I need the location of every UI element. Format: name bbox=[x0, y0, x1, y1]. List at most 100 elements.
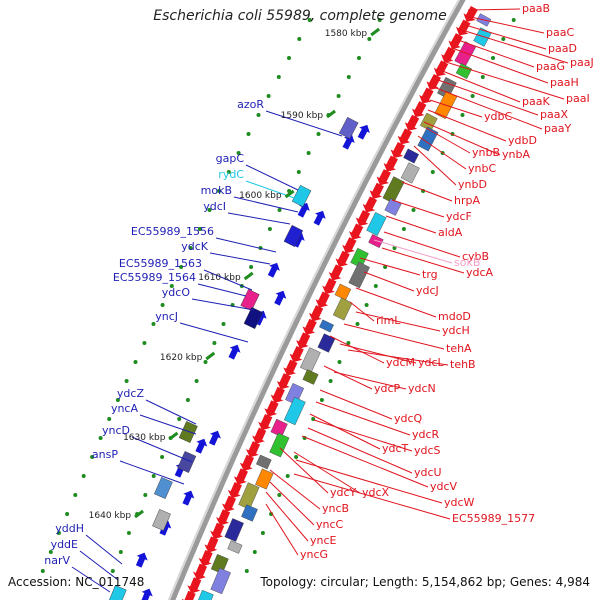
tick-dot bbox=[197, 227, 202, 231]
tick-dot bbox=[276, 75, 281, 79]
tick-dot bbox=[430, 170, 435, 174]
leader-line bbox=[119, 460, 185, 485]
gene-label-ydcj: ydcJ bbox=[416, 284, 439, 297]
forward-gene-arrow bbox=[198, 549, 213, 567]
gene-label-ydcw: ydcW bbox=[444, 496, 475, 509]
reverse-feature-block bbox=[291, 184, 312, 208]
leader-line bbox=[461, 29, 569, 64]
feature-block bbox=[283, 396, 306, 426]
gene-label-ydcm: ydcM bbox=[386, 356, 415, 369]
feature-block bbox=[400, 162, 420, 184]
tick-dot bbox=[377, 18, 382, 22]
tick-dot bbox=[277, 493, 282, 497]
forward-gene-arrow bbox=[252, 427, 267, 444]
leader-line bbox=[131, 436, 193, 463]
leader-line bbox=[401, 181, 453, 202]
forward-gene-arrow bbox=[376, 169, 391, 186]
tick-dot bbox=[160, 455, 165, 459]
reverse-gene-arrow bbox=[297, 202, 310, 218]
leader-line bbox=[429, 99, 483, 118]
tick-dot bbox=[56, 531, 61, 535]
tick-dot bbox=[297, 37, 302, 41]
leader-line bbox=[413, 145, 457, 186]
gene-labels: azoR gapC rydC mokB ydcI EC55989_1556 ydcK EC55… bbox=[44, 2, 593, 567]
tick-dot bbox=[185, 398, 190, 402]
leader-line bbox=[355, 311, 441, 332]
leader-line bbox=[355, 287, 437, 318]
tick-dot bbox=[207, 208, 212, 212]
gene-label-ydcr: ydcR bbox=[412, 428, 440, 441]
forward-gene-arrow bbox=[283, 359, 298, 376]
gene-label-ynbb: ynbB bbox=[472, 146, 500, 159]
gene-label-narv: narV bbox=[44, 554, 70, 567]
forward-gene-arrow bbox=[404, 114, 420, 131]
kbp-tick bbox=[284, 189, 295, 199]
gene-label-tehb: tehB bbox=[450, 358, 476, 371]
tick-dot bbox=[373, 284, 378, 288]
leader-line bbox=[233, 196, 299, 213]
leader-line bbox=[343, 323, 445, 350]
tick-dot bbox=[48, 550, 53, 554]
leader-line bbox=[209, 252, 271, 265]
tick-dot bbox=[267, 227, 272, 231]
reverse-gene-arrow bbox=[342, 134, 355, 150]
leader-line bbox=[363, 271, 415, 292]
feature-block bbox=[417, 126, 439, 152]
gene-label-ynba: ynbA bbox=[502, 148, 530, 161]
gene-label-hrpa: hrpA bbox=[454, 194, 480, 207]
leader-line bbox=[203, 269, 253, 291]
leader-line bbox=[359, 257, 421, 276]
gene-label-ydcq: ydcQ bbox=[394, 412, 423, 425]
gene-label-ansp: ansP bbox=[92, 448, 118, 461]
forward-gene-arrow bbox=[328, 264, 344, 281]
gene-label-mdod: mdoD bbox=[438, 310, 471, 323]
tick-dot bbox=[307, 18, 312, 22]
tick-dot bbox=[236, 151, 241, 155]
feature-block bbox=[319, 319, 334, 333]
leader-line bbox=[245, 164, 299, 191]
feature-block bbox=[350, 247, 369, 269]
tick-dot bbox=[346, 341, 351, 345]
gene-label-azor: azoR bbox=[237, 98, 264, 111]
gene-label-rydc: rydC bbox=[218, 168, 244, 181]
tick-dot bbox=[98, 436, 103, 440]
feature-block bbox=[366, 212, 387, 236]
kbp-tick bbox=[205, 351, 216, 361]
tick-dot bbox=[260, 531, 265, 535]
tick-dot bbox=[249, 265, 254, 269]
reverse-gene-arrow bbox=[228, 344, 241, 360]
kbp-tick bbox=[168, 431, 179, 441]
forward-gene-arrow bbox=[302, 318, 317, 335]
forward-gene-arrow bbox=[227, 481, 242, 499]
tick-dot bbox=[73, 493, 78, 497]
tick-dot bbox=[383, 265, 388, 269]
gene-label-trg: trg bbox=[422, 268, 438, 281]
gene-label-yncd: yncD bbox=[102, 424, 130, 437]
gene-label-yncc: yncC bbox=[316, 518, 344, 531]
tick-dot bbox=[460, 113, 465, 117]
tick-dot bbox=[277, 208, 282, 212]
reverse-gene-arrow bbox=[195, 438, 208, 454]
feature-block bbox=[334, 283, 352, 301]
tick-dot bbox=[177, 417, 182, 421]
feature-block bbox=[300, 347, 321, 373]
leader-line bbox=[467, 8, 521, 11]
kbp-label: 1630 kbp bbox=[123, 433, 166, 443]
gene-label-paac: paaC bbox=[546, 26, 574, 39]
reverse-feature-block bbox=[240, 289, 260, 311]
reverse-feature-block bbox=[108, 585, 127, 600]
forward-gene-arrow bbox=[258, 413, 273, 431]
tick-dot bbox=[133, 360, 138, 364]
feature-block bbox=[256, 454, 272, 470]
tick-dot bbox=[316, 132, 321, 136]
forward-gene-arrow bbox=[192, 563, 207, 580]
leader-line bbox=[349, 301, 375, 322]
forward-gene-arrow bbox=[342, 237, 357, 254]
feature-block bbox=[285, 383, 305, 405]
forward-gene-arrow bbox=[270, 386, 285, 403]
leader-line bbox=[381, 247, 465, 274]
tick-dot bbox=[90, 455, 95, 459]
kbp-label: 1590 kbp bbox=[281, 111, 324, 121]
feature-block bbox=[384, 198, 402, 216]
tick-dot bbox=[306, 151, 311, 155]
